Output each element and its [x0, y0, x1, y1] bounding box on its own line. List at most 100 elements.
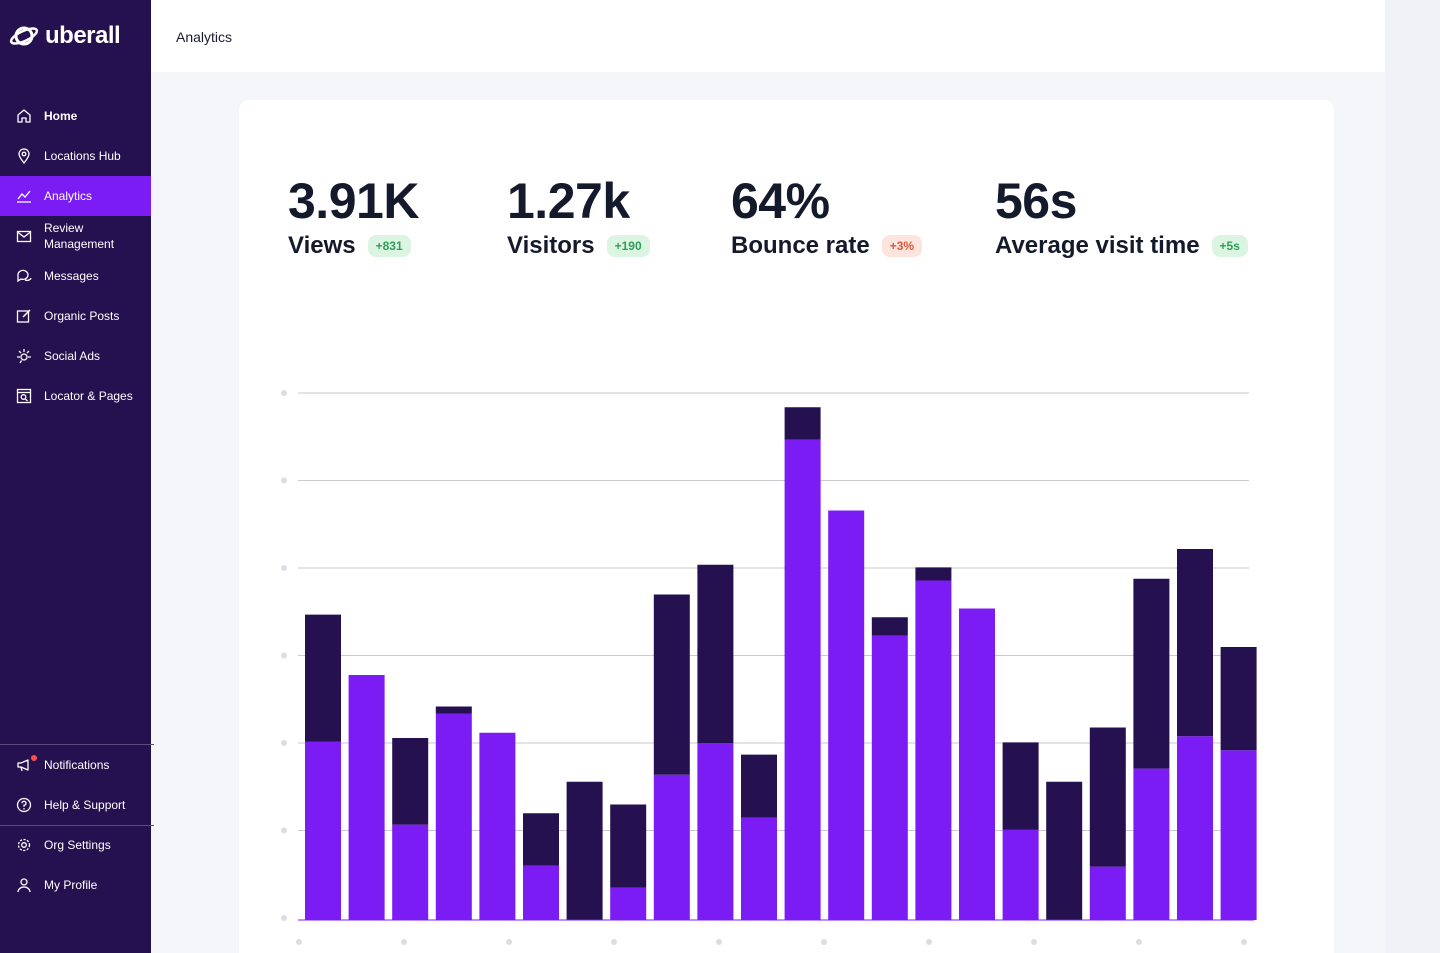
stat-delta-badge: +190	[606, 235, 650, 257]
bar-dark-19[interactable]	[1089, 727, 1126, 867]
bar-dark-22[interactable]	[1220, 647, 1257, 751]
bar-dark-17[interactable]	[1002, 742, 1039, 830]
y-tick-dot	[281, 740, 287, 746]
stat-bounce-rate: 64% Bounce rate +3%	[731, 173, 923, 260]
bar-bright-10[interactable]	[697, 743, 734, 920]
bar-bright-15[interactable]	[915, 580, 952, 921]
notification-dot	[31, 755, 37, 761]
bar-bright-2[interactable]	[348, 675, 385, 920]
sidebar-item-home[interactable]: Home	[0, 96, 151, 136]
sidebar-item-label: My Profile	[44, 878, 98, 892]
sidebar-item-help-support[interactable]: Help & Support	[0, 785, 151, 825]
bar-dark-4[interactable]	[435, 706, 472, 714]
bar-bright-6[interactable]	[523, 865, 559, 920]
bar-bright-14[interactable]	[871, 635, 908, 920]
bar-dark-10[interactable]	[697, 564, 734, 744]
bar-dark-8[interactable]	[610, 804, 647, 888]
stat-value: 64%	[731, 173, 830, 229]
stat-label: Bounce rate	[731, 232, 870, 259]
brand-logo[interactable]: uberall	[9, 22, 121, 50]
edit-icon	[15, 307, 33, 325]
stat-value: 1.27k	[507, 173, 630, 229]
bar-bright-20[interactable]	[1133, 768, 1170, 920]
bar-bright-22[interactable]	[1220, 750, 1257, 920]
page-title: Analytics	[176, 29, 233, 45]
bar-dark-11[interactable]	[741, 754, 777, 818]
sidebar-item-review-management[interactable]: Review Management	[0, 216, 151, 256]
bar-bright-1[interactable]	[305, 741, 341, 921]
bar-bright-5[interactable]	[479, 732, 516, 920]
bar-dark-14[interactable]	[871, 617, 908, 636]
bar-bright-3[interactable]	[392, 824, 429, 920]
sidebar-item-locator-pages[interactable]: Locator & Pages	[0, 376, 151, 416]
help-icon	[15, 796, 33, 814]
bar-dark-7[interactable]	[566, 781, 603, 920]
y-tick-dot	[281, 827, 287, 834]
sidebar-item-locations-hub[interactable]: Locations Hub	[0, 136, 151, 176]
sidebar-item-social-ads[interactable]: Social Ads	[0, 336, 151, 376]
stat-average-visit-time: 56s Average visit time +5s	[995, 176, 1248, 260]
y-tick-dot	[281, 390, 287, 396]
sparkle-icon	[15, 347, 33, 365]
sidebar-item-my-profile[interactable]: My Profile	[0, 865, 151, 905]
sidebar-item-org-settings[interactable]: Org Settings	[0, 825, 151, 865]
bar-bright-11[interactable]	[741, 817, 777, 920]
home-icon	[15, 107, 33, 125]
bar-dark-9[interactable]	[653, 594, 690, 775]
stat-value: 56s	[995, 173, 1077, 229]
sidebar-item-label: Help & Support	[44, 798, 126, 812]
bar-dark-20[interactable]	[1133, 578, 1170, 769]
bar-dark-6[interactable]	[523, 813, 559, 866]
sidebar-divider	[0, 825, 154, 826]
bar-bright-16[interactable]	[959, 608, 995, 921]
sidebar-item-label: Review Management	[44, 221, 115, 251]
sidebar-item-label: Home	[44, 109, 78, 123]
x-tick-dot	[401, 939, 407, 945]
bar-bright-21[interactable]	[1177, 736, 1213, 920]
sidebar-divider	[0, 744, 154, 745]
bar-dark-1[interactable]	[305, 614, 341, 742]
bar-bright-9[interactable]	[653, 774, 690, 920]
x-tick-dot	[1136, 939, 1142, 945]
sidebar-item-analytics[interactable]: Analytics	[0, 176, 151, 216]
y-tick-dot	[281, 652, 287, 659]
bar-bright-8[interactable]	[610, 887, 647, 920]
stat-label: Views	[288, 232, 356, 259]
y-tick-dot	[281, 477, 287, 484]
megaphone-icon	[15, 756, 33, 774]
bar-bright-4[interactable]	[435, 713, 472, 921]
sidebar-item-label: Locator & Pages	[44, 389, 133, 403]
stat-views: 3.91K Views +831	[288, 176, 419, 260]
x-tick-dot	[716, 939, 722, 945]
x-tick-dot	[506, 939, 512, 945]
y-tick-dot	[281, 565, 287, 571]
chat-icon	[15, 267, 33, 285]
sidebar-item-organic-posts[interactable]: Organic Posts	[0, 296, 151, 336]
bar-dark-12[interactable]	[784, 407, 821, 440]
bar-dark-3[interactable]	[392, 738, 429, 825]
x-tick-dot	[821, 939, 827, 945]
y-tick-dot	[281, 915, 287, 921]
planet-logo-icon	[9, 26, 39, 46]
bar-bright-12[interactable]	[784, 439, 821, 920]
x-tick-dot	[611, 939, 617, 945]
x-tick-dot	[1241, 939, 1247, 945]
bar-dark-21[interactable]	[1177, 549, 1213, 737]
bar-bright-19[interactable]	[1089, 866, 1126, 920]
x-tick-dot	[296, 939, 302, 945]
stat-delta-badge: +3%	[881, 235, 923, 257]
sidebar-item-label: Locations Hub	[44, 149, 121, 163]
sidebar-item-label: Organic Posts	[44, 309, 120, 323]
bar-bright-17[interactable]	[1002, 829, 1039, 920]
stat-delta-badge: +831	[367, 235, 411, 257]
sidebar-item-notifications[interactable]: Notifications	[0, 745, 151, 785]
bar-dark-15[interactable]	[915, 567, 952, 581]
bar-dark-18[interactable]	[1046, 781, 1083, 920]
x-tick-dot	[1031, 939, 1037, 945]
bar-bright-13[interactable]	[828, 510, 865, 921]
sidebar-item-messages[interactable]: Messages	[0, 256, 151, 296]
sidebar-item-label: Analytics	[44, 189, 93, 203]
location-pin-icon	[15, 147, 33, 165]
x-tick-dot	[926, 939, 932, 945]
